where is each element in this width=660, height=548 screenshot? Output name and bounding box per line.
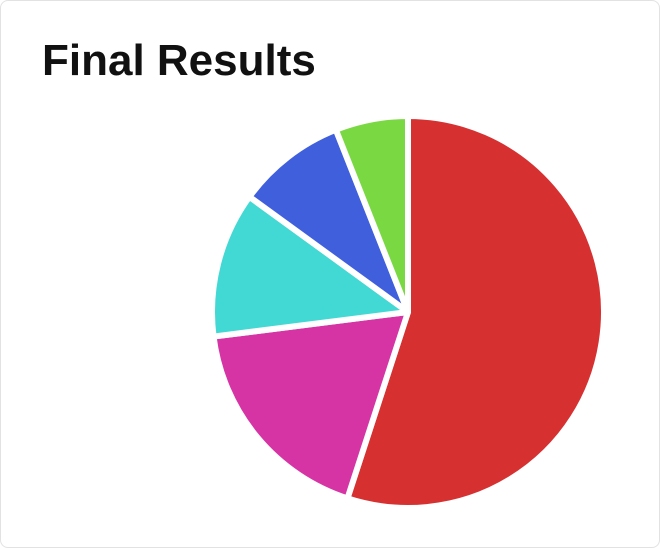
pie-slice [246, 126, 411, 315]
pie-slice [332, 113, 411, 315]
pie-slice [209, 193, 411, 340]
chart-title: Final Results [42, 36, 316, 85]
pie-slice [344, 113, 607, 511]
pie-slice [210, 309, 411, 502]
